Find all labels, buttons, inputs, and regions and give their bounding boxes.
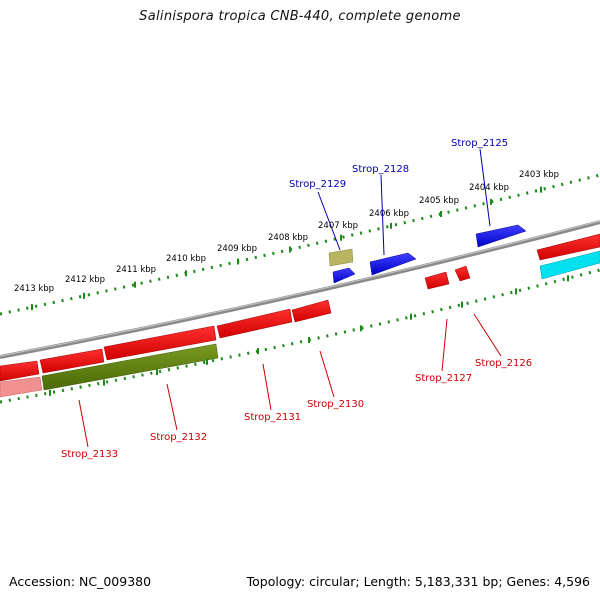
feature-right-red-forward[interactable] — [536, 233, 600, 261]
label-strop-2132[interactable]: Strop_2132 — [150, 432, 207, 443]
feature-strop-2132-red[interactable] — [103, 325, 217, 361]
label-strop-2126[interactable]: Strop_2126 — [475, 358, 532, 369]
feature-strop-2127[interactable] — [424, 271, 450, 290]
feature-strop-2130[interactable] — [291, 299, 332, 323]
leader-strop-2127 — [441, 318, 448, 372]
tick-label-2412: 2412 kbp — [65, 275, 105, 285]
feature-right-cyan[interactable] — [539, 250, 600, 280]
feature-strop-2133-red[interactable] — [39, 348, 105, 374]
label-strop-2129[interactable]: Strop_2129 — [289, 179, 346, 190]
tick-label-2413: 2413 kbp — [14, 284, 54, 294]
forward-features — [328, 224, 600, 284]
label-strop-2130[interactable]: Strop_2130 — [307, 399, 364, 410]
feature-strop-2125[interactable] — [475, 224, 527, 248]
feature-strop-2131[interactable] — [216, 308, 293, 339]
leader-strop-2130 — [319, 350, 335, 398]
label-strop-2127[interactable]: Strop_2127 — [415, 373, 472, 384]
upper-major-ticks — [31, 186, 542, 311]
feature-strop-2128[interactable] — [369, 252, 417, 276]
feature-strop-2129-khaki[interactable] — [328, 248, 354, 267]
lower-major-ticks — [49, 275, 569, 396]
leader-strop-2131 — [262, 363, 272, 411]
feature-strop-2129[interactable] — [332, 267, 356, 284]
leader-strop-2132 — [166, 383, 178, 431]
genome-summary-text: Topology: circular; Length: 5,183,331 bp… — [246, 574, 590, 589]
feature-strop-2132[interactable] — [41, 343, 219, 391]
label-strop-2131[interactable]: Strop_2131 — [244, 412, 301, 423]
leader-strop-2133 — [78, 399, 89, 448]
tick-label-2411: 2411 kbp — [116, 265, 156, 275]
leader-strop-2128 — [380, 174, 385, 256]
leader-strop-2125 — [479, 148, 491, 227]
lower-tick-ruler — [0, 268, 600, 404]
tick-label-2403: 2403 kbp — [519, 170, 559, 180]
gene-labels: Strop_2125 Strop_2128 Strop_2129 Strop_2… — [61, 138, 532, 460]
leader-strop-2126 — [473, 313, 502, 357]
tick-label-2407: 2407 kbp — [318, 221, 358, 231]
accession-text: Accession: NC_009380 — [9, 574, 152, 589]
tick-label-2410: 2410 kbp — [166, 254, 206, 264]
tick-label-2405: 2405 kbp — [419, 196, 459, 206]
tick-labels: 2403 kbp 2404 kbp 2405 kbp 2406 kbp 2407… — [14, 170, 559, 294]
genome-backbone-highlight — [0, 220, 600, 357]
upper-tick-ruler — [0, 173, 600, 316]
tick-label-2406: 2406 kbp — [369, 209, 409, 219]
tick-label-2408: 2408 kbp — [268, 233, 308, 243]
reverse-features — [0, 265, 471, 398]
feature-strop-2126[interactable] — [454, 265, 471, 282]
tick-label-2409: 2409 kbp — [217, 244, 257, 254]
feature-left-pink-edge[interactable] — [0, 376, 43, 398]
label-strop-2133[interactable]: Strop_2133 — [61, 449, 118, 460]
label-strop-2128[interactable]: Strop_2128 — [352, 164, 409, 175]
label-leader-lines — [78, 148, 502, 448]
leader-strop-2129 — [317, 191, 341, 251]
genome-title: Salinispora tropica CNB-440, complete ge… — [139, 9, 461, 24]
tick-label-2404: 2404 kbp — [469, 183, 509, 193]
label-strop-2125[interactable]: Strop_2125 — [451, 138, 508, 149]
genome-backbone — [0, 220, 600, 359]
feature-left-red-edge[interactable] — [0, 360, 40, 382]
